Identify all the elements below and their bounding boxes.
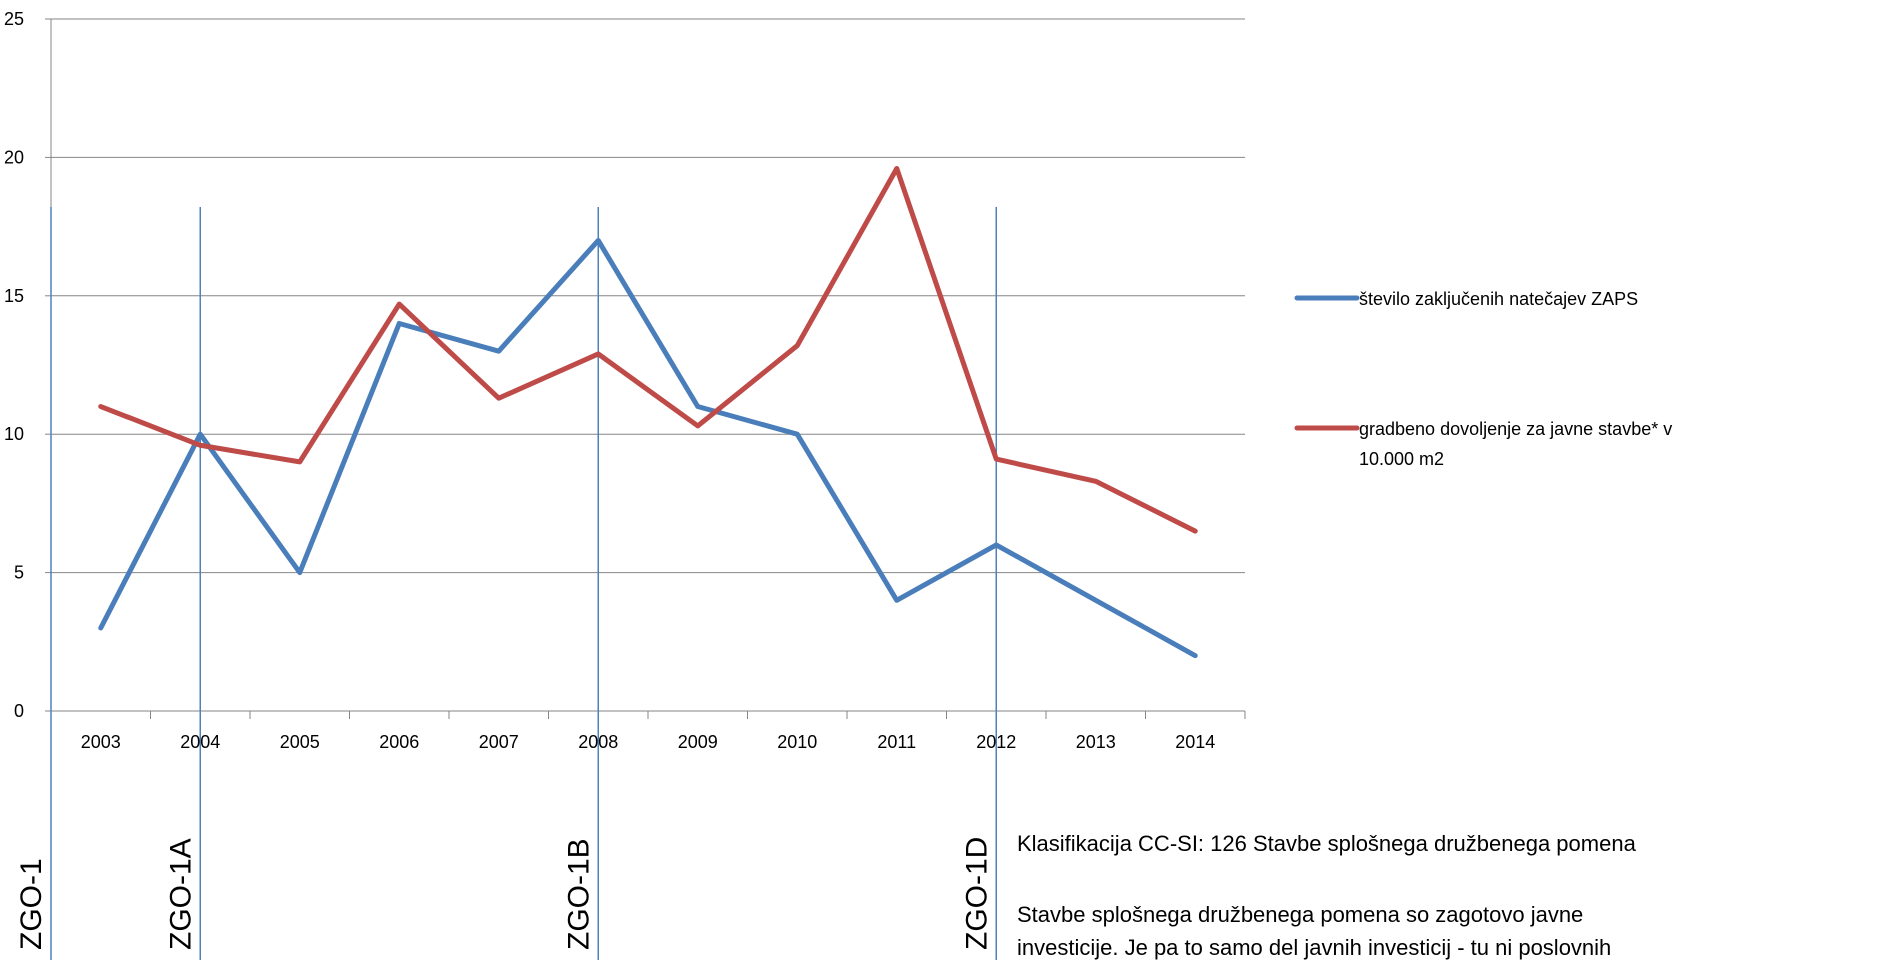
y-tick-label: 0 [14, 701, 24, 721]
x-tick-label: 2005 [280, 732, 320, 752]
series-line-2 [98, 165, 1198, 534]
x-tick-label: 2003 [81, 732, 121, 752]
x-tick-label: 2013 [1076, 732, 1116, 752]
x-tick-label: 2009 [678, 732, 718, 752]
y-tick-label: 15 [4, 286, 24, 306]
gridlines [51, 18, 1245, 574]
marker-label: ZGO-1D [960, 837, 993, 950]
x-tick-label: 2011 [877, 732, 916, 752]
legend-label-1: število zaključenih natečajev ZAPS [1359, 289, 1638, 309]
marker-label: ZGO-1A [164, 838, 197, 950]
series-line-1 [98, 237, 1198, 659]
y-tick-label: 20 [4, 147, 24, 167]
y-tick-label: 25 [4, 9, 24, 29]
legend: število zaključenih natečajev ZAPS gradbe… [1294, 289, 1672, 469]
y-tick-label: 10 [4, 424, 24, 444]
law-markers: ZGO-1 ZGO-1A ZGO-1B ZGO-1D [15, 207, 997, 960]
notes: Klasifikacija CC-SI: 126 Stavbe splošneg… [1017, 831, 1637, 960]
y-tick-label: 5 [14, 563, 24, 583]
marker-label: ZGO-1B [562, 838, 595, 950]
data-series [98, 165, 1198, 659]
note-line-2: investicije. Je pa to samo del javnih in… [1017, 935, 1611, 960]
legend-label-2: gradbeno dovoljenje za javne stavbe* v 10… [1359, 419, 1672, 469]
x-tick-label: 2014 [1175, 732, 1215, 752]
marker-label: ZGO-1 [15, 858, 48, 950]
x-tick-label: 2006 [379, 732, 419, 752]
x-tick-label: 2010 [777, 732, 817, 752]
note-classification: Klasifikacija CC-SI: 126 Stavbe splošneg… [1017, 831, 1637, 856]
x-tick-label: 2007 [479, 732, 519, 752]
note-line-1: Stavbe splošnega družbenega pomena so za… [1017, 902, 1583, 927]
